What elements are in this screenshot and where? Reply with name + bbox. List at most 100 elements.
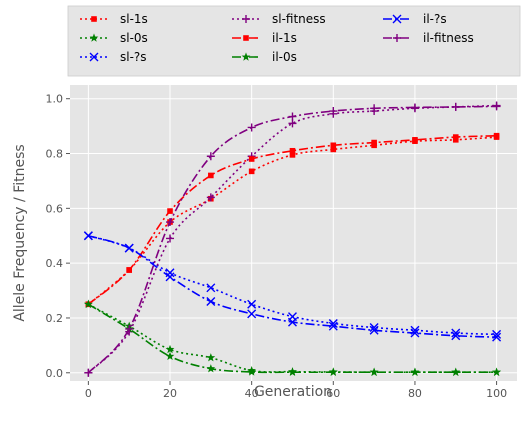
legend-label: il-1s <box>272 31 297 45</box>
data-point <box>288 367 297 376</box>
data-point <box>208 172 214 179</box>
data-point <box>89 52 99 62</box>
x-axis-label: Generation <box>254 384 332 400</box>
data-point <box>165 351 175 361</box>
legend-item: il-1s <box>232 31 297 45</box>
data-point <box>410 103 419 112</box>
data-point <box>451 367 461 376</box>
series-group <box>83 101 502 377</box>
data-point <box>206 364 216 373</box>
legend-item: sl-?s <box>80 50 147 64</box>
data-point <box>247 299 257 309</box>
y-tick-label: 0.4 <box>46 257 64 270</box>
y-tick-label: 0.0 <box>46 367 64 380</box>
data-point <box>392 14 402 24</box>
data-point <box>241 52 251 61</box>
legend-label: il-?s <box>423 12 447 26</box>
legend-label: sl-0s <box>120 31 148 45</box>
legend-item: il-fitness <box>383 31 474 45</box>
legend-label: il-0s <box>272 50 297 64</box>
data-point <box>247 309 257 319</box>
data-point <box>369 367 379 376</box>
data-point <box>492 102 501 111</box>
series-il-qs <box>83 231 502 342</box>
series-line <box>87 134 497 305</box>
legend-item: sl-0s <box>80 31 148 45</box>
x-tick-label: 100 <box>486 387 507 400</box>
y-axis-label: Allele Frequency / Fitness <box>12 144 28 321</box>
legend-item: il-0s <box>232 50 297 64</box>
data-point <box>165 344 175 354</box>
data-point <box>124 243 134 253</box>
y-tick-label: 0.2 <box>46 312 64 325</box>
data-point <box>287 317 297 327</box>
legend-label: sl-1s <box>120 12 148 26</box>
data-point <box>165 272 175 282</box>
data-point <box>166 218 175 227</box>
data-point <box>329 107 338 116</box>
data-point <box>410 328 420 338</box>
data-point <box>289 147 296 154</box>
series-line <box>87 105 497 374</box>
data-point <box>83 231 93 241</box>
series-il-fitness <box>84 102 501 377</box>
legend: sl-1s sl-0s sl-?s sl-fitness il-1s il-0s il-?s… <box>67 5 521 77</box>
data-point <box>451 331 461 341</box>
data-point <box>248 156 255 162</box>
data-point <box>89 33 99 42</box>
data-point <box>126 267 132 273</box>
legend-label: sl-?s <box>120 50 147 64</box>
data-point <box>206 152 215 161</box>
data-point <box>206 297 216 307</box>
axis-ticks: 0 20 40 60 80 100 0.0 0.2 0.4 0.6 0.8 1.0 <box>46 93 508 400</box>
data-point <box>393 34 401 42</box>
data-point <box>328 367 338 376</box>
x-tick-label: 0 <box>85 387 92 400</box>
data-point <box>288 119 297 128</box>
data-point <box>243 35 249 41</box>
data-point <box>492 367 501 376</box>
x-tick-label: 80 <box>408 387 422 400</box>
series-line <box>87 303 497 374</box>
data-point <box>410 367 420 376</box>
legend-label: il-fitness <box>423 31 474 45</box>
data-point <box>289 152 296 158</box>
data-point <box>451 102 460 111</box>
data-point <box>330 142 337 149</box>
legend-item: sl-fitness <box>232 12 326 26</box>
data-point <box>247 367 257 376</box>
y-tick-label: 0.8 <box>46 148 64 161</box>
legend-box <box>67 5 521 77</box>
x-tick-label: 60 <box>326 387 340 400</box>
y-tick-label: 1.0 <box>46 93 64 106</box>
data-point <box>206 283 216 293</box>
data-point <box>84 299 93 308</box>
data-point <box>166 234 175 243</box>
data-point <box>167 208 173 214</box>
legend-item: sl-1s <box>80 12 148 26</box>
y-tick-label: 0.6 <box>46 202 64 215</box>
data-point <box>288 112 297 121</box>
legend-label: sl-fitness <box>272 12 326 26</box>
plot-area <box>70 85 517 381</box>
x-tick-label: 40 <box>245 387 259 400</box>
legend-item: il-?s <box>383 12 447 26</box>
data-point <box>369 325 379 335</box>
data-point <box>492 332 502 342</box>
data-point <box>125 324 134 333</box>
data-point <box>452 134 459 140</box>
data-point <box>330 146 337 153</box>
x-tick-label: 20 <box>163 387 177 400</box>
data-point <box>84 368 93 377</box>
data-point <box>242 15 250 23</box>
data-point <box>247 123 256 132</box>
data-point <box>328 321 338 331</box>
data-point <box>493 132 500 139</box>
data-point <box>370 104 379 113</box>
data-point <box>206 193 215 202</box>
data-point <box>91 16 97 22</box>
data-point <box>206 353 216 362</box>
data-point <box>248 168 255 175</box>
series-line <box>87 104 497 374</box>
